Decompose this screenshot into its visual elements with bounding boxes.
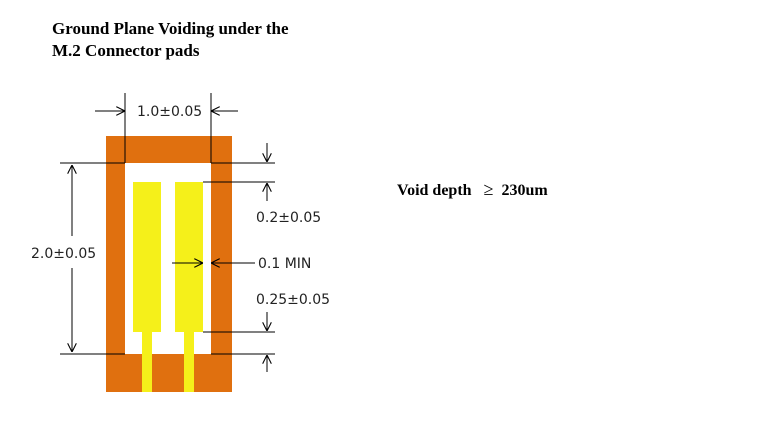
- top-gap-dimension: [203, 143, 275, 201]
- void-depth-value: 230um: [501, 182, 548, 199]
- height-label: 2.0±0.05: [31, 246, 96, 262]
- pad-clearance-label: 0.1 MIN: [258, 256, 311, 272]
- pad-trace-left: [142, 332, 152, 392]
- diagram-title: Ground Plane Voiding under the M.2 Conne…: [52, 18, 289, 62]
- height-dimension: [60, 162, 125, 355]
- title-line-1: Ground Plane Voiding under the: [52, 19, 289, 38]
- top-gap-label: 0.2±0.05: [256, 210, 321, 226]
- connector-pad-right: [175, 182, 203, 332]
- void-depth-label: Void depth: [397, 182, 472, 199]
- width-dimension: [95, 93, 238, 163]
- connector-pad-left: [133, 182, 161, 332]
- greater-equal-symbol: ≥: [483, 179, 494, 199]
- title-line-2: M.2 Connector pads: [52, 41, 200, 60]
- width-label: 1.0±0.05: [137, 104, 202, 120]
- bottom-gap-label: 0.25±0.05: [256, 292, 330, 308]
- void-depth-note: Void depth ≥230um: [397, 179, 548, 200]
- pad-trace-right: [184, 332, 194, 392]
- bottom-gap-dimension: [203, 312, 275, 372]
